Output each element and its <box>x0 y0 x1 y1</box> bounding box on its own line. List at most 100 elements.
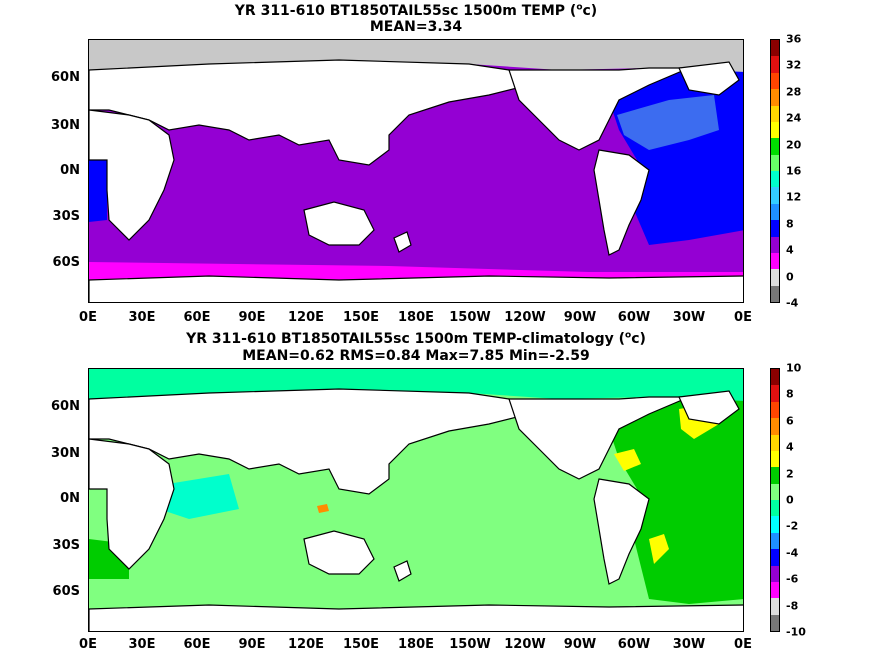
bottom-anomaly-orange <box>317 504 329 513</box>
bottom-lon-90w: 90W <box>563 637 597 652</box>
top-colorbar-label: 12 <box>786 190 802 204</box>
bottom-lon-150e: 150E <box>342 637 380 652</box>
top-colorbar-swatch <box>771 236 779 253</box>
top-lon-0e: 0E <box>79 310 97 325</box>
bottom-land-greenland <box>678 390 740 425</box>
bottom-lat-30n: 30N <box>51 446 80 461</box>
bottom-colorbar-swatch <box>771 549 779 566</box>
top-lon-120e: 120E <box>287 310 325 325</box>
bottom-colorbar-swatch <box>771 434 779 451</box>
bottom-colorbar-label: -4 <box>786 546 799 560</box>
top-map-graphic <box>89 40 743 302</box>
bottom-colorbar-swatch <box>771 385 779 402</box>
top-colorbar-label: 28 <box>786 85 802 99</box>
bottom-title-line1: YR 311-610 BT1850TAIL55sc 1500m TEMP-cli… <box>186 330 646 347</box>
top-lat-60n: 60N <box>51 70 80 85</box>
bottom-lon-60e: 60E <box>183 637 211 652</box>
bottom-colorbar-swatch <box>771 598 779 615</box>
bottom-land-antarctica <box>89 604 743 631</box>
bottom-colorbar-label: -2 <box>786 519 799 533</box>
bottom-colorbar-swatch <box>771 401 779 419</box>
top-southern-transition <box>89 246 743 272</box>
bottom-colorbar-label: -8 <box>786 599 799 613</box>
bottom-lon-90e: 90E <box>238 637 266 652</box>
bottom-ocean-arctic <box>89 369 743 401</box>
top-land-australia <box>303 201 375 246</box>
bottom-lat-0n: 0N <box>60 491 80 506</box>
bottom-colorbar-label: 4 <box>786 440 794 454</box>
top-colorbar-swatch <box>771 269 779 286</box>
bottom-colorbar-swatch <box>771 516 779 533</box>
top-colorbar <box>770 39 780 303</box>
bottom-anomaly-yellow-gulf <box>614 449 641 471</box>
bottom-lon-60w: 60W <box>617 637 651 652</box>
top-colorbar-label: 4 <box>786 243 794 257</box>
top-lon-30e: 30E <box>128 310 156 325</box>
bottom-colorbar-label: 6 <box>786 414 794 428</box>
top-colorbar-swatch <box>771 203 779 221</box>
top-lon-60w: 60W <box>617 310 651 325</box>
top-lon-30w: 30W <box>672 310 706 325</box>
top-colorbar-swatch <box>771 56 779 73</box>
top-colorbar-swatch <box>771 138 779 155</box>
top-lon-0e-end: 0E <box>734 310 752 325</box>
bottom-anomaly-yellow-south <box>649 534 669 564</box>
bottom-colorbar-swatch <box>771 565 779 582</box>
top-lat-0n: 0N <box>60 163 80 178</box>
bottom-ocean-atlantic <box>609 397 743 604</box>
top-lon-90e: 90E <box>238 310 266 325</box>
top-ocean-arctic <box>89 40 743 72</box>
bottom-colorbar-label: -6 <box>786 572 799 586</box>
bottom-lat-60n: 60N <box>51 399 80 414</box>
bottom-colorbar-label: 2 <box>786 467 794 481</box>
bottom-land-south-america <box>593 478 650 585</box>
top-lon-120w: 120W <box>504 310 546 325</box>
bottom-land-new-zealand <box>393 560 412 582</box>
top-title-mean: MEAN=3.34 <box>369 19 463 35</box>
top-colorbar-swatch <box>771 252 779 270</box>
top-lat-30s: 30S <box>52 209 80 224</box>
bottom-lon-0e: 0E <box>79 637 97 652</box>
top-lon-150w: 150W <box>449 310 491 325</box>
top-colorbar-swatch <box>771 121 779 139</box>
top-colorbar-swatch <box>771 105 779 122</box>
top-colorbar-label: 0 <box>786 270 794 284</box>
top-colorbar-label: 32 <box>786 58 802 72</box>
bottom-map <box>88 368 744 632</box>
bottom-land-africa <box>89 438 175 570</box>
top-land-south-america <box>593 149 650 256</box>
bottom-lon-30w: 30W <box>672 637 706 652</box>
bottom-lon-120e: 120E <box>287 637 325 652</box>
top-land-africa <box>89 109 175 241</box>
top-colorbar-swatch <box>771 220 779 237</box>
bottom-colorbar-swatch <box>771 532 779 550</box>
top-lat-30n: 30N <box>51 118 80 133</box>
top-colorbar-swatch <box>771 40 779 57</box>
top-colorbar-label: 24 <box>786 111 802 125</box>
top-colorbar-swatch <box>771 154 779 171</box>
top-colorbar-label: 20 <box>786 138 802 152</box>
top-colorbar-swatch <box>771 187 779 204</box>
bottom-lat-30s: 30S <box>52 538 80 553</box>
top-ocean-atlantic-north <box>617 95 719 150</box>
bottom-lon-0e-end: 0E <box>734 637 752 652</box>
top-ocean-indian-west <box>89 160 107 222</box>
top-colorbar-swatch <box>771 171 779 188</box>
bottom-land <box>89 388 743 631</box>
top-lon-180e: 180E <box>397 310 435 325</box>
bottom-colorbar-swatch <box>771 418 779 435</box>
bottom-lon-30e: 30E <box>128 637 156 652</box>
bottom-lon-180e: 180E <box>397 637 435 652</box>
top-colorbar-swatch <box>771 72 779 90</box>
bottom-colorbar-label: 8 <box>786 387 794 401</box>
bottom-colorbar <box>770 368 780 632</box>
bottom-colorbar-label: 10 <box>786 361 802 375</box>
bottom-lon-120w: 120W <box>504 637 546 652</box>
bottom-colorbar-swatch <box>771 369 779 386</box>
bottom-land-australia <box>303 530 375 575</box>
top-title-line1: YR 311-610 BT1850TAIL55sc 1500m TEMP (oc… <box>234 2 598 19</box>
bottom-colorbar-swatch <box>771 581 779 599</box>
bottom-colorbar-swatch <box>771 467 779 484</box>
bottom-map-graphic <box>89 369 743 631</box>
top-land-north-america <box>508 67 690 151</box>
